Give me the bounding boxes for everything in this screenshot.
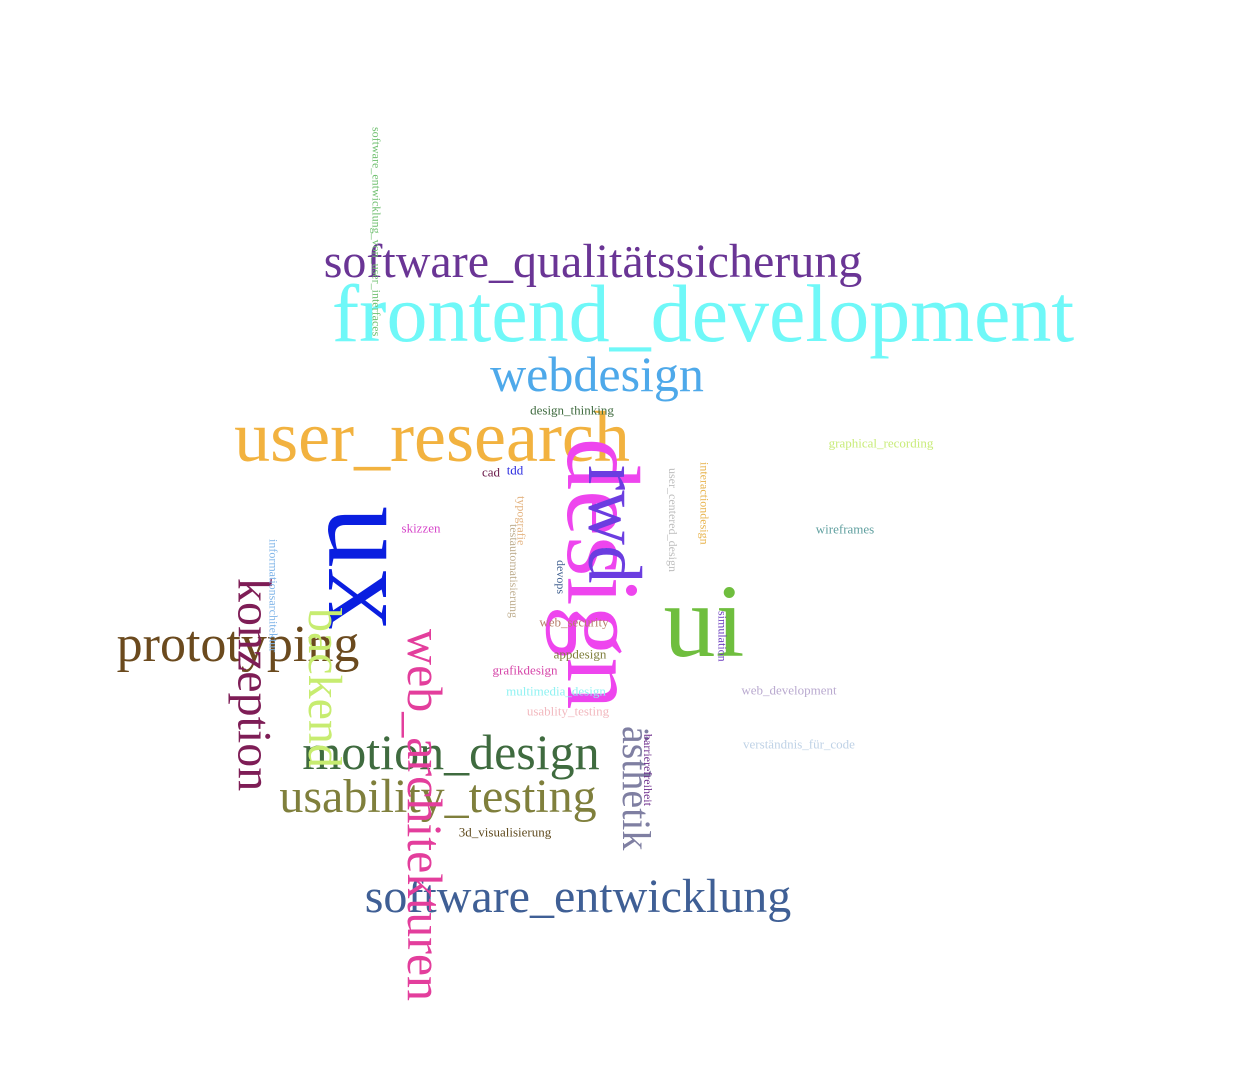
word-skizzen: skizzen: [401, 520, 441, 536]
word-graphical-recording: graphical_recording: [828, 435, 934, 451]
word-frontend-development: frontend_development: [331, 268, 1075, 359]
word-cad: cad: [481, 464, 501, 480]
word-software-entwicklung: software_entwicklung: [364, 870, 792, 923]
word-web-security: web_security: [539, 614, 609, 630]
word-verstaendnis-fuer-code: verständnis_für_code: [743, 736, 855, 752]
word-software-entwicklung-von-user-interfaces: software_entwicklung_von_user_interfaces: [369, 127, 384, 337]
word-backend: backend: [298, 608, 352, 768]
word-appdesign: appdesign: [553, 646, 607, 662]
word-user-research: user_research: [234, 397, 630, 477]
word-usablity-testing: usablity_testing: [526, 703, 610, 719]
word-motion-design: motion_design: [302, 724, 600, 780]
word-grafikdesign: grafikdesign: [492, 662, 558, 678]
word-usability-testing: usability_testing: [279, 770, 597, 823]
word-ui: ui: [663, 564, 745, 679]
word-tdd: tdd: [506, 462, 524, 478]
word-testautomatisierung: testautomatisierung: [507, 524, 522, 618]
word-3d-visualisierung: 3d_visualisierung: [458, 824, 552, 840]
word-design-thinking: design_thinking: [530, 402, 614, 418]
word-multimedia-design: multimedia_design: [506, 683, 606, 699]
word-software-qualitaetssicherung: software_qualitätssicherung: [323, 235, 863, 288]
word-rwd: rwd: [571, 465, 656, 584]
word-web-development: web_development: [741, 682, 837, 698]
word-wireframes: wireframes: [815, 521, 875, 537]
word-interactiondesign: interactiondesign: [697, 462, 712, 545]
word-devops: devops: [554, 560, 568, 594]
word-user-centered-design: user_centered_design: [666, 468, 681, 572]
word-prototyping: prototyping: [116, 616, 360, 673]
word-webdesign: webdesign: [490, 346, 704, 402]
word-web-architekturen: web_architekturen: [396, 629, 453, 1002]
word-simulation: simulation: [715, 611, 730, 662]
word-barrierefreiheit: barrierefreiheit: [641, 734, 656, 806]
word-informationsarchitektur: informationsarchitektur: [266, 539, 281, 653]
